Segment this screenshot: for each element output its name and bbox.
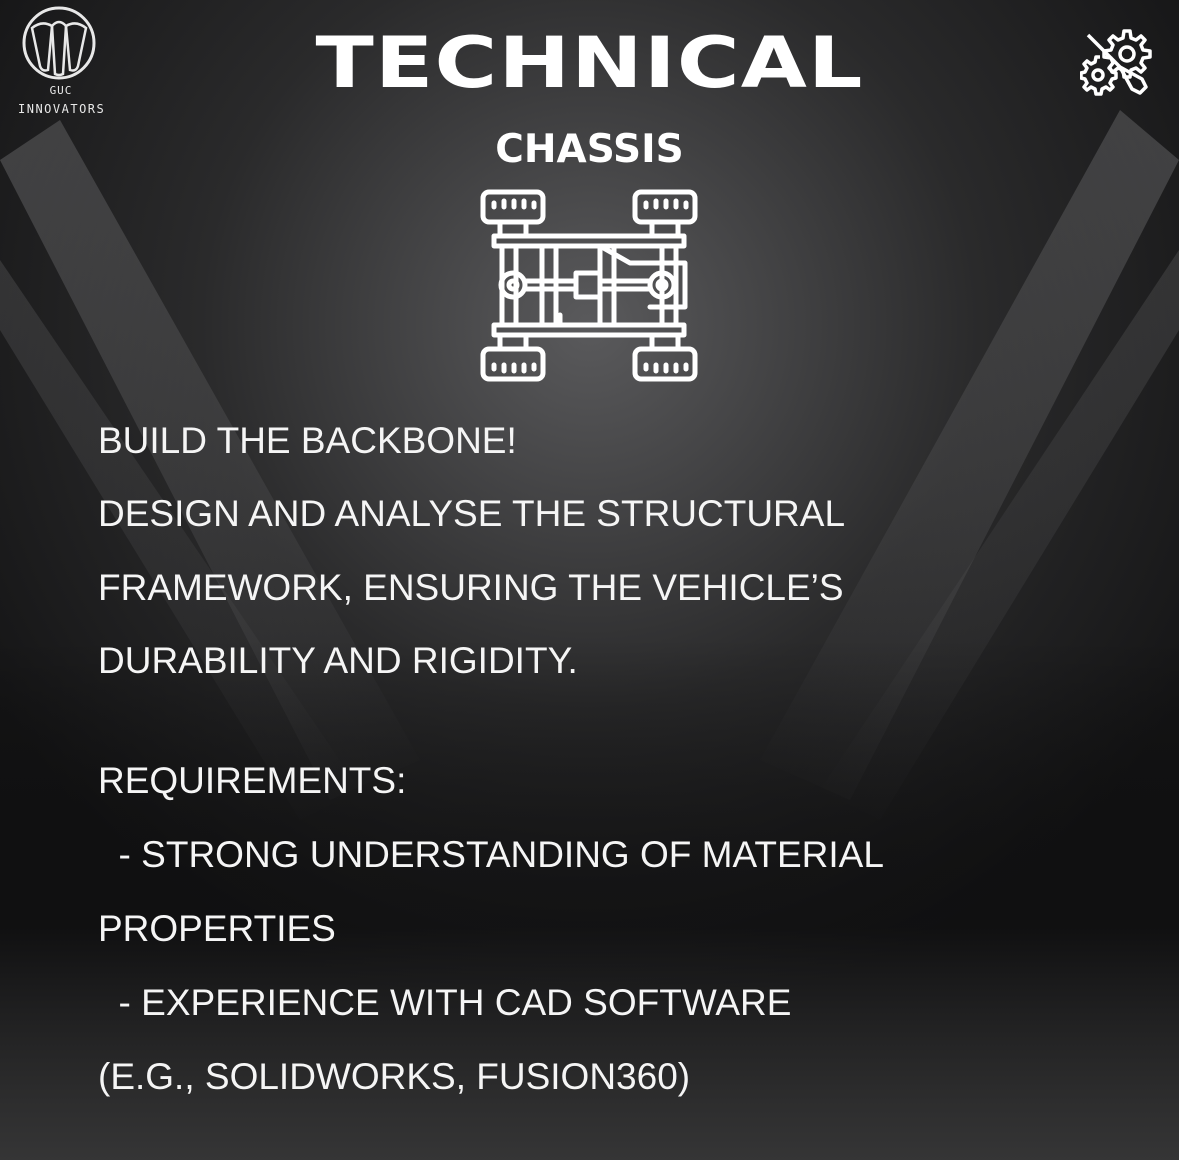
- body-line-4: DURABILITY AND RIGIDITY.: [98, 640, 578, 681]
- requirement-line-3: - EXPERIENCE WITH CAD SOFTWARE: [98, 982, 792, 1023]
- logo-line-gue: GUC: [49, 84, 73, 97]
- logo-line-innovators: INNOVATORS: [18, 102, 106, 116]
- body-line-2: DESIGN AND ANALYSE THE STRUCTURAL: [98, 493, 846, 534]
- page-title: TECHNICAL: [315, 22, 864, 104]
- gear-wrench-icon: [1080, 29, 1152, 96]
- guc-innovators-logo: GUC INNOVATORS: [18, 6, 104, 122]
- requirement-line-4: (E.G., SOLIDWORKS, FUSION360): [98, 1056, 691, 1097]
- requirements-heading: REQUIREMENTS:: [98, 760, 407, 801]
- body-line-3: FRAMEWORK, ENSURING THE VEHICLE’S: [98, 567, 844, 608]
- section-subtitle: CHASSIS: [495, 127, 684, 172]
- chassis-icon: [480, 189, 698, 382]
- logo-emblem-icon: [22, 6, 96, 80]
- requirement-line-2: PROPERTIES: [98, 908, 336, 949]
- body-line-1: BUILD THE BACKBONE!: [98, 420, 517, 461]
- requirement-line-1: - STRONG UNDERSTANDING OF MATERIAL: [98, 834, 884, 875]
